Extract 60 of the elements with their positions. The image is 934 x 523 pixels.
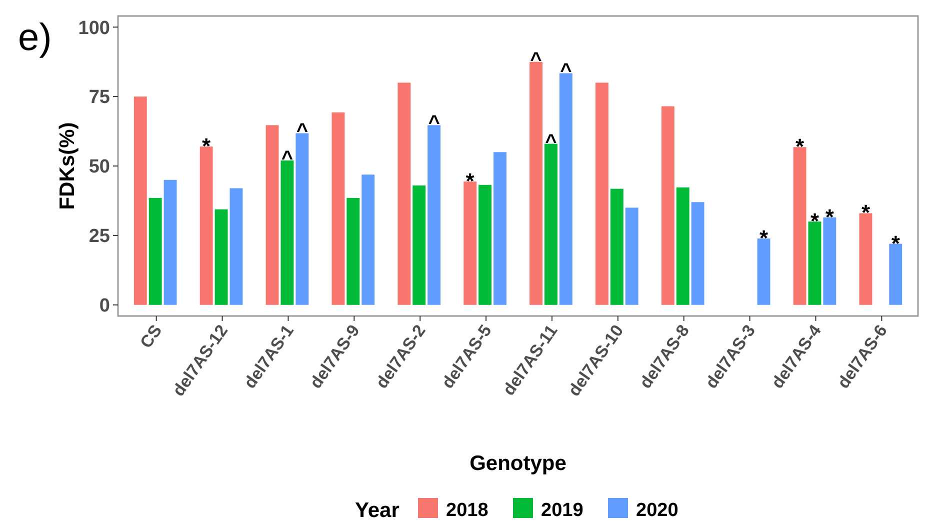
bar [134, 96, 147, 305]
text: e) [18, 17, 52, 59]
annotation: ^ [281, 147, 294, 170]
annotation: * [796, 134, 804, 160]
bar [530, 62, 542, 305]
bar [559, 73, 572, 305]
bar [661, 106, 674, 305]
x-axis-title: Genotype [470, 452, 566, 475]
annotation: * [466, 168, 475, 194]
annotation: * [810, 208, 820, 234]
y-tick-label: 75 [88, 87, 110, 108]
bar [691, 202, 704, 305]
legend-label: 2019 [541, 500, 584, 521]
y-axis-title: FDKs(%) [56, 122, 79, 210]
annotation: ^ [560, 60, 572, 82]
annotation: * [861, 200, 870, 226]
annotation: ^ [296, 120, 308, 142]
legend-label: 2020 [636, 500, 678, 521]
bar [823, 217, 836, 305]
x-tick-label: CS [136, 321, 166, 352]
bar [859, 213, 872, 305]
bar [346, 198, 360, 305]
bar [296, 133, 309, 305]
bar [494, 152, 506, 305]
bar [266, 125, 279, 305]
legend-title: Year [355, 499, 400, 522]
bar [808, 222, 822, 305]
bar [428, 125, 441, 305]
bar [398, 82, 411, 305]
bar [595, 82, 608, 305]
bar [478, 184, 492, 305]
bar [757, 238, 770, 305]
bar [230, 188, 243, 305]
bar [610, 188, 624, 305]
bar [544, 144, 558, 305]
annotation: ^ [530, 48, 542, 71]
y-tick-label: 25 [88, 226, 110, 248]
bar [625, 208, 638, 305]
bar [164, 180, 177, 305]
bar [332, 112, 345, 305]
bar [200, 146, 213, 305]
annotation: * [759, 226, 768, 250]
bar [362, 174, 375, 305]
bar [464, 182, 477, 305]
annotation: * [891, 230, 900, 256]
legend-label: 2018 [446, 500, 488, 521]
annotation: * [202, 134, 212, 159]
bar [148, 198, 162, 305]
y-tick-label: 50 [88, 156, 110, 178]
bar [412, 185, 426, 305]
bar [280, 160, 294, 305]
bar [793, 147, 806, 305]
bar [889, 244, 902, 305]
annotation: * [825, 204, 834, 230]
bar [676, 187, 690, 305]
y-tick-label: 100 [78, 18, 110, 39]
bar [214, 209, 228, 305]
annotation: ^ [545, 130, 558, 153]
annotation: ^ [428, 112, 440, 134]
y-tick-label: 0 [99, 296, 110, 317]
